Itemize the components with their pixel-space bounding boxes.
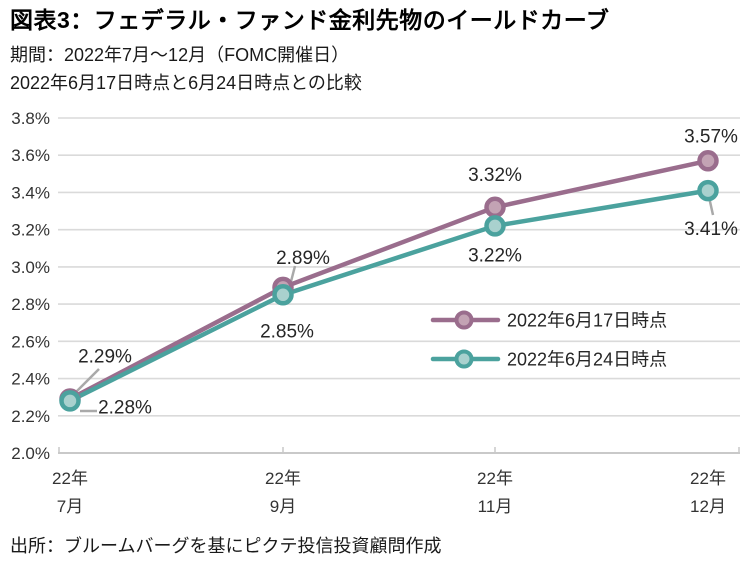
y-tick-label: 2.6% (11, 332, 50, 351)
data-label: 3.32% (468, 165, 522, 186)
data-label: 2.28% (98, 397, 152, 418)
series-line-series2 (67, 188, 711, 404)
y-tick-label: 2.4% (11, 370, 50, 389)
data-label: 3.22% (468, 245, 522, 266)
y-tick-label: 3.0% (11, 258, 50, 277)
x-tick-label: 12月 (690, 497, 726, 516)
data-label: 2.89% (276, 248, 330, 269)
y-tick-label: 3.8% (11, 109, 50, 128)
data-point-marker-series1 (484, 196, 506, 219)
y-tick-label: 3.6% (11, 146, 50, 165)
callout-leader-line (75, 368, 100, 393)
chart-subtitle-period: 期間：2022年7月～12月（FOMC開催日） (10, 45, 350, 65)
data-point-marker-series2 (697, 179, 719, 202)
y-tick-label: 3.2% (11, 221, 50, 240)
data-label: 2.29% (78, 347, 132, 368)
legend-marker (454, 349, 474, 369)
legend-marker (454, 310, 474, 330)
legend-item-series2: 2022年6月24日時点 (430, 349, 667, 370)
chart-title: 図表3：フェデラル・ファンド金利先物のイールドカーブ (10, 7, 610, 33)
x-tick-label: 11月 (478, 497, 513, 516)
y-tick-label: 3.4% (11, 183, 50, 202)
data-point-marker-series2 (484, 215, 506, 237)
legend-label: 2022年6月24日時点 (507, 350, 667, 370)
series-line-series1 (67, 158, 711, 402)
data-point-marker-series2 (272, 284, 294, 306)
legend-label: 2022年6月17日時点 (507, 311, 667, 331)
x-tick-label: 22年 (477, 469, 513, 488)
source-note: 出所：ブルームバーグを基にピクテ投信投資顧問作成 (10, 536, 442, 556)
y-tick-label: 2.2% (11, 407, 50, 426)
x-tick-label: 22年 (690, 469, 726, 488)
chart-subtitle-comparison: 2022年6月17日時点と6月24日時点との比較 (10, 73, 362, 93)
data-point-marker-series2 (59, 390, 81, 412)
x-tick-label: 22年 (265, 469, 301, 488)
chart-subtitle: 期間：2022年7月～12月（FOMC開催日） 2022年6月17日時点と6月2… (10, 41, 742, 97)
y-tick-label: 2.8% (11, 295, 50, 314)
data-label: 3.57% (684, 126, 738, 147)
data-label: 3.41% (684, 219, 738, 240)
chart-header: 図表3：フェデラル・ファンド金利先物のイールドカーブ 期間：2022年7月～12… (10, 5, 742, 97)
y-tick-label: 2.0% (11, 444, 50, 463)
data-point-marker-series1 (697, 150, 719, 172)
x-tick-label: 9月 (270, 497, 296, 516)
x-tick-label: 22年 (52, 469, 88, 488)
data-label: 2.85% (260, 321, 314, 342)
legend-item-series1: 2022年6月17日時点 (430, 310, 667, 331)
x-tick-label: 7月 (57, 497, 83, 516)
